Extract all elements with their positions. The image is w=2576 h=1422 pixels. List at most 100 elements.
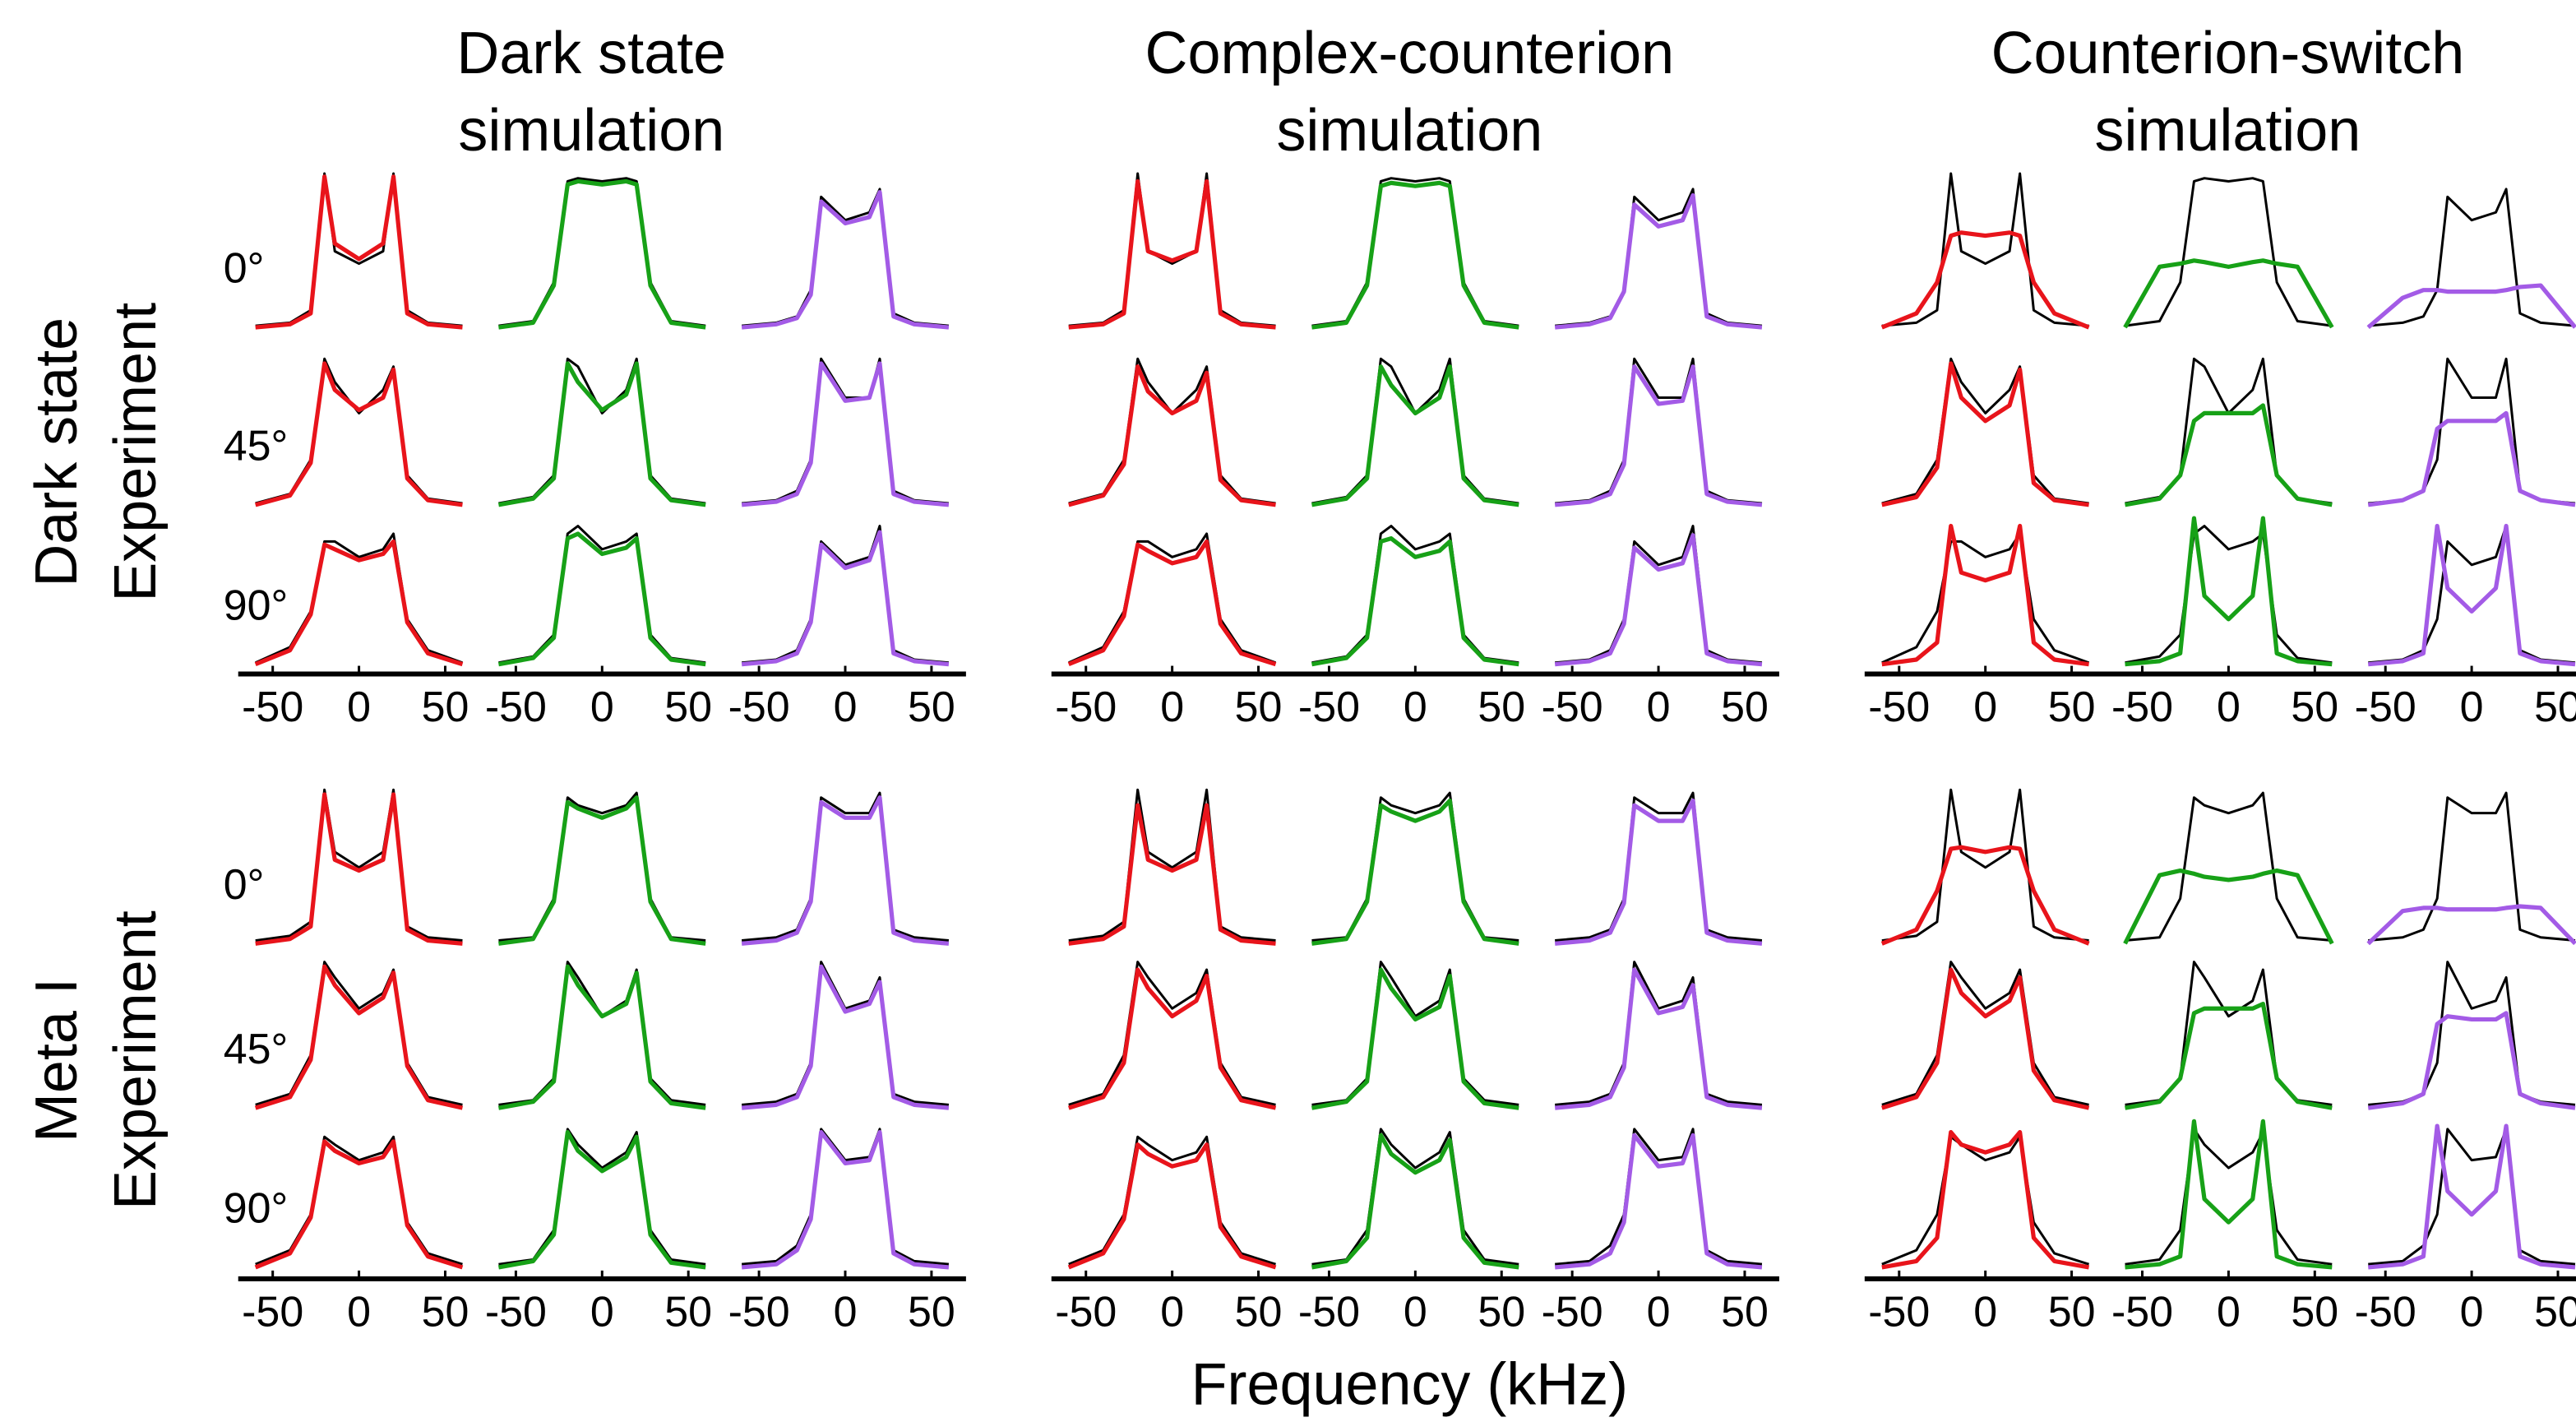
- simulation-line: [2368, 1123, 2576, 1270]
- simulation-line: [1881, 1130, 2090, 1270]
- experiment-line: [1881, 172, 2089, 327]
- angle-label: 45°: [224, 423, 289, 470]
- column-title: simulation: [1276, 98, 1542, 164]
- simulation-line: [1881, 523, 2089, 667]
- simulation-line: [1554, 1133, 1763, 1270]
- experiment-line: [1068, 172, 1276, 327]
- simulation-line: [1067, 1142, 1277, 1270]
- experiment-line: [2368, 1128, 2576, 1266]
- experiment-line: [742, 525, 950, 665]
- simulation-line: [2123, 258, 2334, 329]
- experiment-line: [1555, 525, 1763, 665]
- x-tick-label: 0: [2460, 683, 2484, 731]
- simulation-line: [1067, 539, 1277, 667]
- x-tick-label: -50: [1542, 683, 1603, 731]
- x-tick-label: 0: [590, 683, 614, 731]
- simulation-line: [2368, 523, 2576, 667]
- simulation-line: [1880, 845, 2090, 946]
- x-tick-label: -50: [2111, 683, 2173, 731]
- simulation-line: [1554, 967, 1763, 1110]
- simulation-line: [255, 792, 463, 946]
- simulation-line: [2125, 1119, 2333, 1270]
- x-tick-label: 0: [1160, 683, 1184, 731]
- x-tick-label: 0: [2217, 1289, 2241, 1336]
- x-tick-label: 50: [664, 1289, 712, 1336]
- experiment-line: [1068, 532, 1277, 665]
- x-tick-label: 0: [347, 1289, 371, 1336]
- x-tick-label: 0: [1973, 683, 1997, 731]
- experiment-line: [2368, 791, 2576, 943]
- x-tick-label: 0: [834, 683, 858, 731]
- simulation-line: [741, 795, 950, 946]
- experiment-line: [1881, 1135, 2090, 1266]
- x-tick-label: 50: [2291, 683, 2338, 731]
- x-tick-label: -50: [1868, 1289, 1930, 1336]
- x-tick-label: 0: [2460, 1289, 2484, 1336]
- experiment-line: [1881, 961, 2089, 1106]
- simulation-line: [1881, 967, 2090, 1110]
- simulation-line: [254, 964, 464, 1110]
- simulation-line: [255, 174, 463, 330]
- experiment-line: [2125, 525, 2333, 665]
- angle-label: 0°: [224, 861, 265, 909]
- angle-label: 90°: [224, 1185, 289, 1233]
- experiment-line: [1555, 791, 1763, 943]
- angle-label: 90°: [224, 581, 289, 629]
- plots: Dark state simulation Complex-counterion si…: [24, 21, 2576, 1418]
- x-tick-label: 50: [422, 1289, 469, 1336]
- simulation-line: [2125, 516, 2333, 667]
- experiment-line: [2125, 791, 2333, 943]
- row-label: Dark state: [24, 317, 90, 587]
- x-tick-label: 50: [908, 683, 955, 731]
- x-tick-label: 0: [1404, 1289, 1427, 1336]
- simulation-line: [1068, 803, 1276, 946]
- simulation-line: [1881, 361, 2089, 507]
- x-tick-label: 50: [1478, 683, 1525, 731]
- simulation-line: [741, 361, 950, 507]
- simulation-line: [1554, 533, 1763, 667]
- x-tick-label: 50: [1721, 683, 1769, 731]
- x-tick-label: 0: [347, 683, 371, 731]
- simulation-line: [2366, 904, 2576, 946]
- experiment-line: [1881, 532, 2090, 665]
- column-title: Complex-counterion: [1145, 21, 1675, 86]
- x-tick-label: 50: [664, 683, 712, 731]
- simulation-line: [1554, 364, 1763, 507]
- x-tick-label: 50: [2534, 683, 2576, 731]
- simulation-line: [1311, 1133, 1519, 1270]
- simulation-line: [1880, 230, 2090, 330]
- simulation-line: [741, 190, 950, 330]
- x-tick-label: 50: [2048, 1289, 2096, 1336]
- simulation-line: [1067, 967, 1277, 1110]
- x-tick-label: 0: [1160, 1289, 1184, 1336]
- x-tick-label: -50: [728, 683, 790, 731]
- simulation-line: [1554, 798, 1763, 946]
- simulation-line: [2123, 868, 2334, 945]
- row-label: Meta I: [24, 978, 90, 1142]
- x-tick-label: 0: [2217, 683, 2241, 731]
- x-tick-label: -50: [242, 683, 303, 731]
- simulation-line: [497, 361, 706, 507]
- x-tick-label: 0: [1973, 1289, 1997, 1336]
- x-tick-label: 50: [1235, 683, 1283, 731]
- x-tick-label: 0: [1404, 683, 1427, 731]
- x-tick-label: 0: [834, 1289, 858, 1336]
- experiment-line: [2125, 1128, 2333, 1266]
- simulation-line: [498, 795, 706, 946]
- angle-label: 0°: [224, 245, 265, 293]
- experiment-line: [1311, 1128, 1519, 1266]
- experiment-line: [255, 788, 463, 943]
- x-tick-label: -50: [1298, 683, 1360, 731]
- experiment-line: [1555, 961, 1763, 1106]
- x-tick-label: 50: [2534, 1289, 2576, 1336]
- experiment-line: [1068, 961, 1276, 1106]
- column-title: simulation: [458, 98, 724, 164]
- x-tick-label: -50: [485, 1289, 547, 1336]
- x-tick-label: 50: [2048, 683, 2096, 731]
- simulation-line: [1311, 798, 1519, 946]
- x-tick-label: -50: [242, 1289, 303, 1336]
- experiment-line: [1068, 788, 1276, 943]
- column-title: simulation: [2095, 98, 2361, 164]
